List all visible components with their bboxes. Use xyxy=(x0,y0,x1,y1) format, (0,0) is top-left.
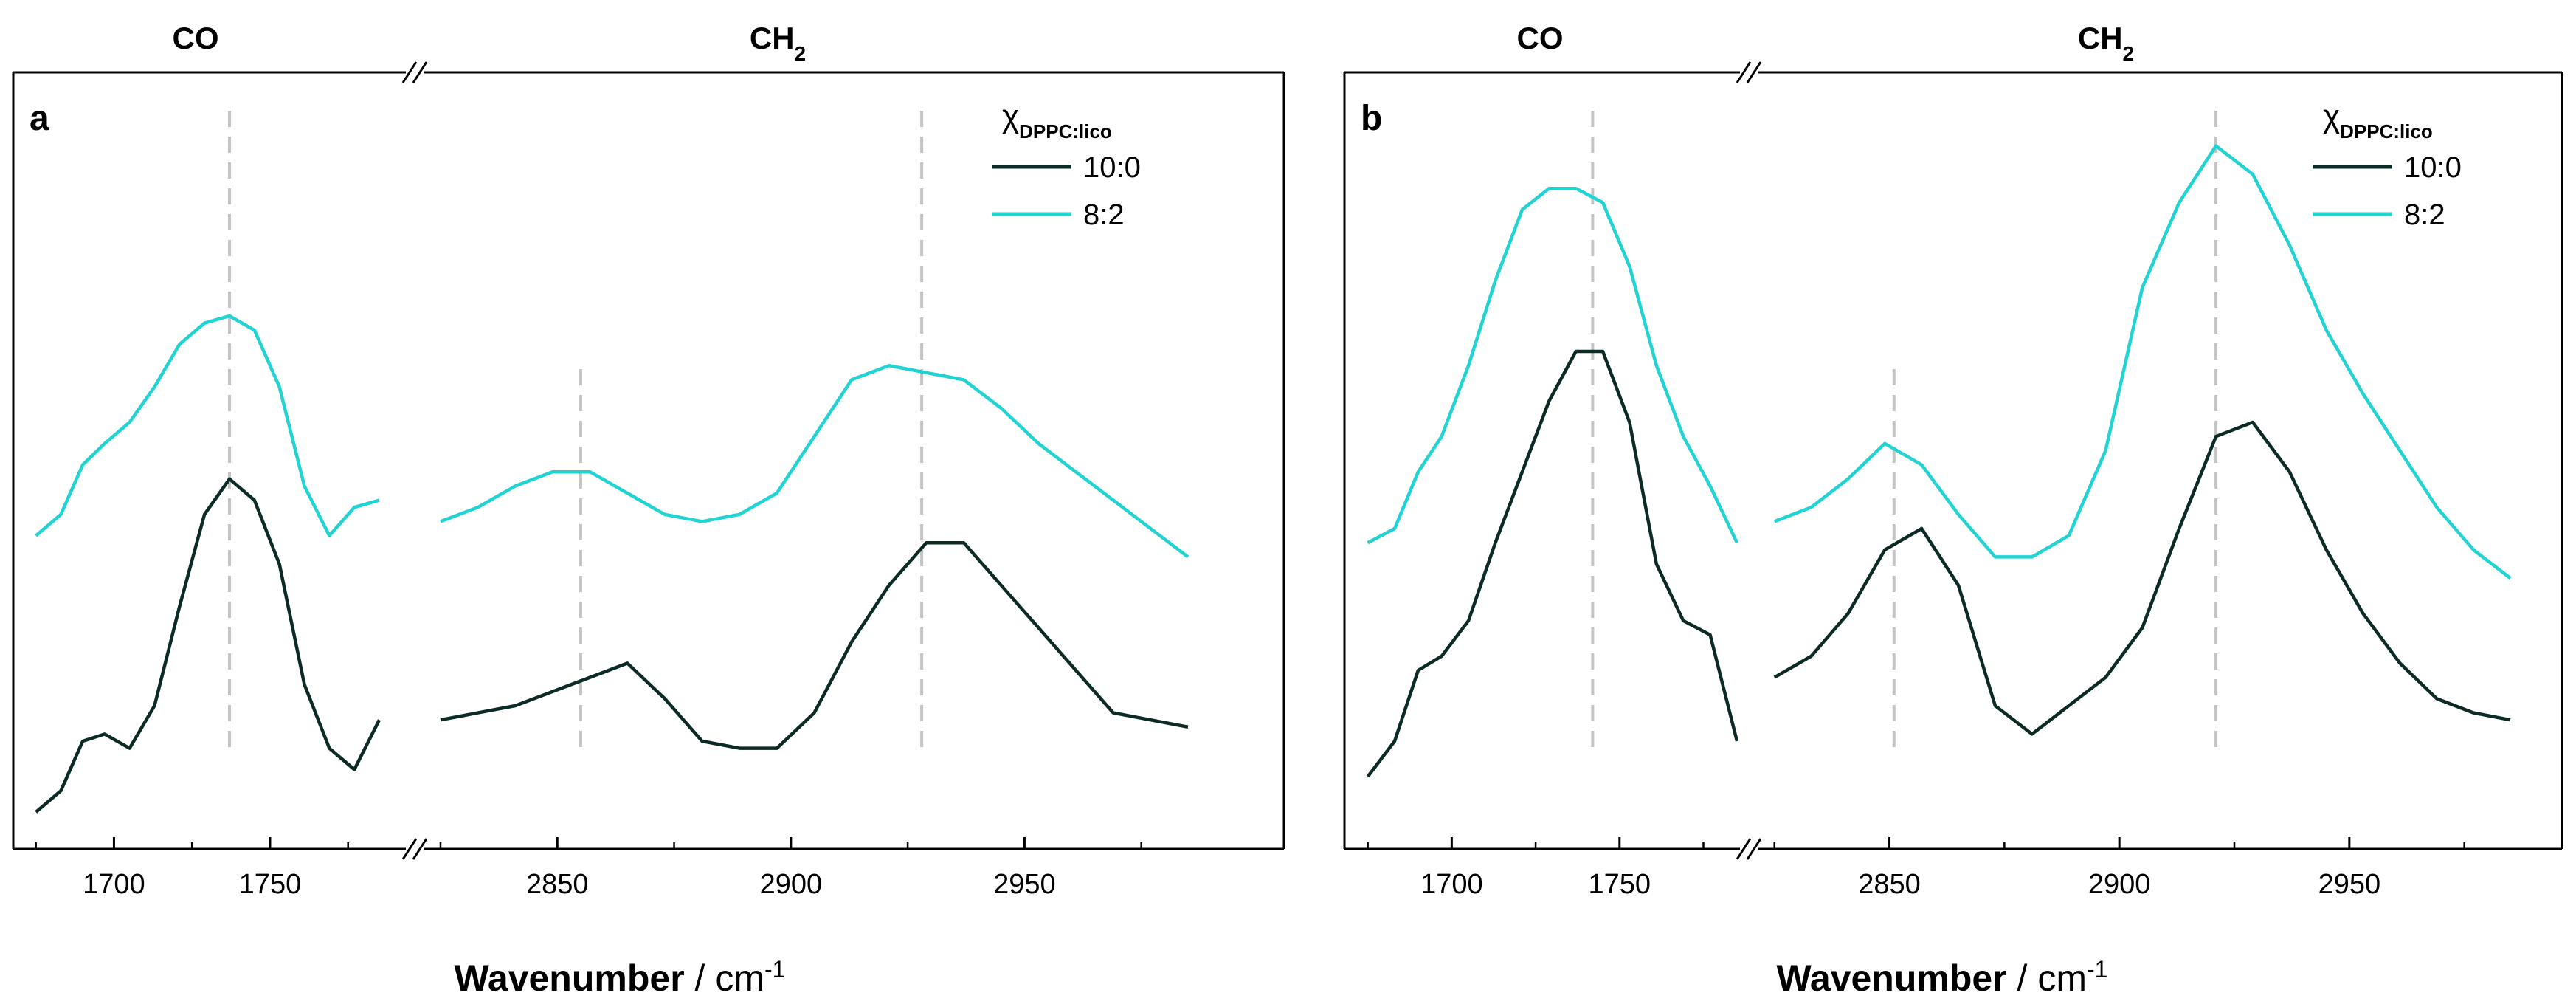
x-tick-label: 2900 xyxy=(2088,869,2151,900)
series-10-0-co-line xyxy=(35,477,381,814)
x-tick-label: 1750 xyxy=(239,869,302,900)
x-tick-label: 2850 xyxy=(1858,869,1921,900)
x-axis-label-b: Wavenumber / cm-1 xyxy=(1777,956,2108,999)
x-tick-label: 1700 xyxy=(83,869,145,900)
series-10-0-co-line xyxy=(1366,349,1739,778)
axis-break-mark xyxy=(401,61,418,83)
axis-break-mark xyxy=(1746,61,1762,83)
series-10-0-ch2-line xyxy=(440,540,1189,750)
axis-break-mark xyxy=(401,838,418,860)
axis-break-mark xyxy=(1736,838,1752,860)
section-title-co: CO xyxy=(1517,21,1564,55)
series-8-2-ch2-line xyxy=(1773,144,2512,580)
legend-label: 8:2 xyxy=(1083,199,1125,231)
x-tick-label: 2850 xyxy=(526,869,589,900)
x-tick-label: 1700 xyxy=(1420,869,1483,900)
axis-break-mark xyxy=(412,838,428,860)
legend-title: χDPPC:lico xyxy=(1002,98,1112,142)
series-8-2-co-line xyxy=(1367,186,1739,545)
section-title-ch2: CH2 xyxy=(2078,21,2134,65)
x-axis-label-a: Wavenumber / cm-1 xyxy=(455,956,786,999)
legend-label: 10:0 xyxy=(2404,151,2462,184)
x-tick-label: 2900 xyxy=(760,869,823,900)
legend-label: 10:0 xyxy=(1083,151,1141,184)
x-tick-label: 1750 xyxy=(1589,869,1651,900)
axis-break-mark xyxy=(1746,838,1762,860)
legend-title: χDPPC:lico xyxy=(2323,98,2433,142)
legend-label: 8:2 xyxy=(2404,199,2445,231)
section-title-co: CO xyxy=(173,21,219,55)
series-8-2-co-line xyxy=(35,314,380,537)
axis-break-mark xyxy=(412,61,428,83)
x-tick-label: 2950 xyxy=(2318,869,2381,900)
panel-label: b xyxy=(1361,99,1382,138)
series-10-0-ch2-line xyxy=(1773,420,2511,736)
section-title-ch2: CH2 xyxy=(750,21,806,65)
series-8-2-ch2-line xyxy=(440,363,1189,559)
panel-label: a xyxy=(30,99,49,138)
x-tick-label: 2950 xyxy=(993,869,1056,900)
panel-b: 1700 1750 2850 2900 2950 CO CH2 b χDPPC:lico 10:0… xyxy=(1343,21,2563,900)
axis-break-mark xyxy=(1736,61,1752,83)
panel-a: 1700 1750 2850 2900 2950 CO CH2 a χDPPC:lico 10:0… xyxy=(12,21,1285,900)
